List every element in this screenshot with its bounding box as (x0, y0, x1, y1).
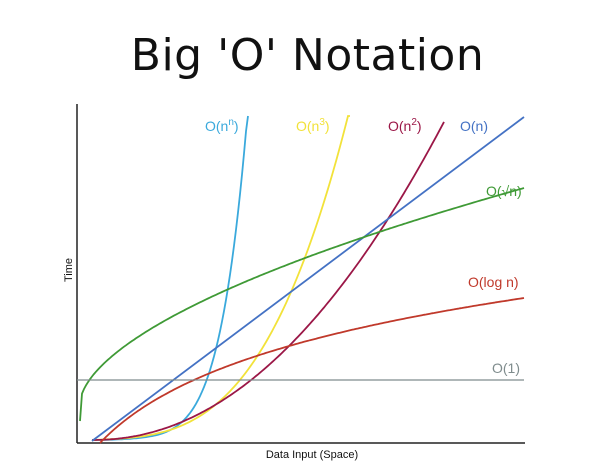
series-line (91, 115, 350, 441)
series-line (92, 121, 445, 441)
series-line (79, 187, 525, 422)
series-label: O(√n) (486, 183, 522, 199)
series-line (99, 297, 525, 444)
series-label: O(1) (492, 360, 520, 376)
x-axis-label: Data Input (Space) (266, 449, 358, 461)
series-label: O(n3) (296, 117, 330, 134)
series-label: O(n) (460, 118, 488, 134)
series-line (91, 116, 525, 442)
series-label: O(n2) (388, 117, 422, 134)
series-label: O(log n) (468, 274, 519, 290)
y-axis-label: Time (63, 258, 75, 282)
series-label: O(nn) (205, 117, 239, 134)
chart-title: Big 'O' Notation (130, 30, 485, 81)
